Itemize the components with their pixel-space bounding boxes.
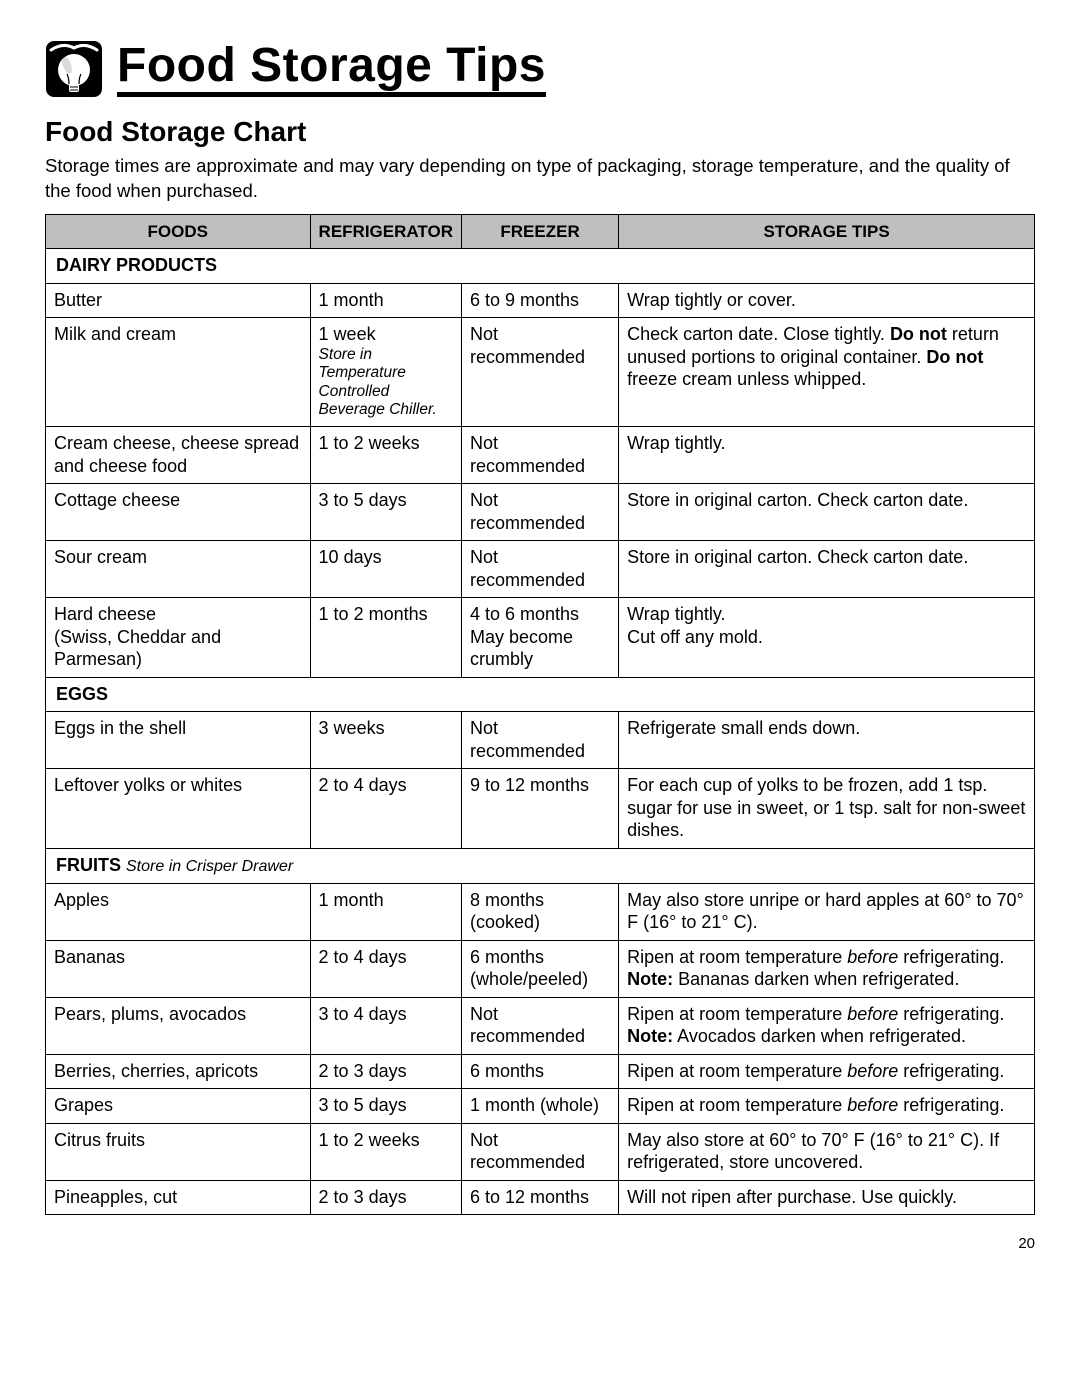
cell-tips: Check carton date. Close tightly. Do not… <box>619 318 1035 427</box>
cell-freezer: 6 months <box>461 1054 618 1089</box>
cell-tips: Ripen at room temperature before refrige… <box>619 1054 1035 1089</box>
cell-tips: Ripen at room temperature before refrige… <box>619 940 1035 997</box>
food-storage-table: FOODS REFRIGERATOR FREEZER STORAGE TIPS … <box>45 214 1035 1215</box>
table-header-row: FOODS REFRIGERATOR FREEZER STORAGE TIPS <box>46 214 1035 248</box>
section-title: EGGS <box>46 677 1035 712</box>
section-row: DAIRY PRODUCTS <box>46 249 1035 284</box>
cell-tips: Store in original carton. Check carton d… <box>619 484 1035 541</box>
intro-paragraph: Storage times are approximate and may va… <box>45 154 1035 204</box>
cell-refrigerator: 1 to 2 weeks <box>310 1123 461 1180</box>
cell-freezer: Not recommended <box>461 318 618 427</box>
cell-tips: May also store at 60° to 70° F (16° to 2… <box>619 1123 1035 1180</box>
table-row: Apples1 month8 months (cooked)May also s… <box>46 883 1035 940</box>
cell-tips: Refrigerate small ends down. <box>619 712 1035 769</box>
cell-food: Berries, cherries, apricots <box>46 1054 311 1089</box>
cell-food: Leftover yolks or whites <box>46 769 311 849</box>
table-row: Bananas2 to 4 days6 months (whole/peeled… <box>46 940 1035 997</box>
cell-refrigerator: 1 month <box>310 883 461 940</box>
cell-freezer: Not recommended <box>461 1123 618 1180</box>
cell-refrigerator: 2 to 4 days <box>310 769 461 849</box>
cell-food: Bananas <box>46 940 311 997</box>
cell-refrigerator: 3 to 5 days <box>310 484 461 541</box>
cell-freezer: 6 months (whole/peeled) <box>461 940 618 997</box>
cell-food: Butter <box>46 283 311 318</box>
table-row: Milk and cream1 weekStore in Temperature… <box>46 318 1035 427</box>
cell-refrigerator: 1 to 2 weeks <box>310 427 461 484</box>
cell-tips: Store in original carton. Check carton d… <box>619 541 1035 598</box>
table-row: Citrus fruits1 to 2 weeksNot recommended… <box>46 1123 1035 1180</box>
cell-tips: Wrap tightly.Cut off any mold. <box>619 598 1035 678</box>
section-heading: Food Storage Chart <box>45 116 1035 148</box>
table-row: Cream cheese, cheese spread and cheese f… <box>46 427 1035 484</box>
section-title: FRUITS Store in Crisper Drawer <box>46 848 1035 883</box>
section-row: EGGS <box>46 677 1035 712</box>
cell-food: Sour cream <box>46 541 311 598</box>
cell-freezer: 6 to 9 months <box>461 283 618 318</box>
table-row: Butter1 month6 to 9 monthsWrap tightly o… <box>46 283 1035 318</box>
table-row: Cottage cheese3 to 5 daysNot recommended… <box>46 484 1035 541</box>
page-number: 20 <box>45 1235 1035 1252</box>
section-row: FRUITS Store in Crisper Drawer <box>46 848 1035 883</box>
cell-food: Hard cheese(Swiss, Cheddar and Parmesan) <box>46 598 311 678</box>
cell-freezer: Not recommended <box>461 427 618 484</box>
cell-refrigerator: 10 days <box>310 541 461 598</box>
cell-food: Eggs in the shell <box>46 712 311 769</box>
cell-tips: For each cup of yolks to be frozen, add … <box>619 769 1035 849</box>
table-row: Eggs in the shell3 weeksNot recommendedR… <box>46 712 1035 769</box>
cell-refrigerator: 1 weekStore in Temperature Controlled Be… <box>310 318 461 427</box>
cell-freezer: 4 to 6 monthsMay become crumbly <box>461 598 618 678</box>
cell-freezer: 6 to 12 months <box>461 1180 618 1215</box>
table-row: Sour cream10 daysNot recommendedStore in… <box>46 541 1035 598</box>
cell-tips: Ripen at room temperature before refrige… <box>619 1089 1035 1124</box>
cell-refrigerator: 2 to 3 days <box>310 1180 461 1215</box>
col-tips: STORAGE TIPS <box>619 214 1035 248</box>
cell-refrigerator: 3 to 4 days <box>310 997 461 1054</box>
cell-freezer: 8 months (cooked) <box>461 883 618 940</box>
table-row: Hard cheese(Swiss, Cheddar and Parmesan)… <box>46 598 1035 678</box>
lightbulb-tip-icon <box>45 40 103 98</box>
col-freezer: FREEZER <box>461 214 618 248</box>
cell-freezer: Not recommended <box>461 484 618 541</box>
cell-freezer: Not recommended <box>461 712 618 769</box>
cell-refrigerator: 3 weeks <box>310 712 461 769</box>
section-title: DAIRY PRODUCTS <box>46 249 1035 284</box>
cell-refrigerator: 1 month <box>310 283 461 318</box>
col-fridge: REFRIGERATOR <box>310 214 461 248</box>
cell-food: Pears, plums, avocados <box>46 997 311 1054</box>
cell-freezer: 9 to 12 months <box>461 769 618 849</box>
cell-food: Pineapples, cut <box>46 1180 311 1215</box>
page-header: Food Storage Tips <box>45 40 1035 98</box>
col-foods: FOODS <box>46 214 311 248</box>
page-title: Food Storage Tips <box>117 42 546 97</box>
cell-refrigerator: 2 to 3 days <box>310 1054 461 1089</box>
table-row: Grapes3 to 5 days1 month (whole)Ripen at… <box>46 1089 1035 1124</box>
cell-refrigerator: 1 to 2 months <box>310 598 461 678</box>
cell-tips: Wrap tightly. <box>619 427 1035 484</box>
cell-refrigerator: 3 to 5 days <box>310 1089 461 1124</box>
cell-tips: Wrap tightly or cover. <box>619 283 1035 318</box>
table-row: Pineapples, cut2 to 3 days6 to 12 months… <box>46 1180 1035 1215</box>
table-row: Pears, plums, avocados3 to 4 daysNot rec… <box>46 997 1035 1054</box>
cell-tips: Will not ripen after purchase. Use quick… <box>619 1180 1035 1215</box>
table-row: Berries, cherries, apricots2 to 3 days6 … <box>46 1054 1035 1089</box>
cell-food: Apples <box>46 883 311 940</box>
cell-food: Grapes <box>46 1089 311 1124</box>
cell-freezer: Not recommended <box>461 541 618 598</box>
cell-food: Cream cheese, cheese spread and cheese f… <box>46 427 311 484</box>
table-row: Leftover yolks or whites2 to 4 days9 to … <box>46 769 1035 849</box>
cell-food: Citrus fruits <box>46 1123 311 1180</box>
cell-food: Milk and cream <box>46 318 311 427</box>
cell-freezer: 1 month (whole) <box>461 1089 618 1124</box>
cell-tips: May also store unripe or hard apples at … <box>619 883 1035 940</box>
cell-freezer: Not recommended <box>461 997 618 1054</box>
cell-tips: Ripen at room temperature before refrige… <box>619 997 1035 1054</box>
cell-refrigerator: 2 to 4 days <box>310 940 461 997</box>
cell-food: Cottage cheese <box>46 484 311 541</box>
